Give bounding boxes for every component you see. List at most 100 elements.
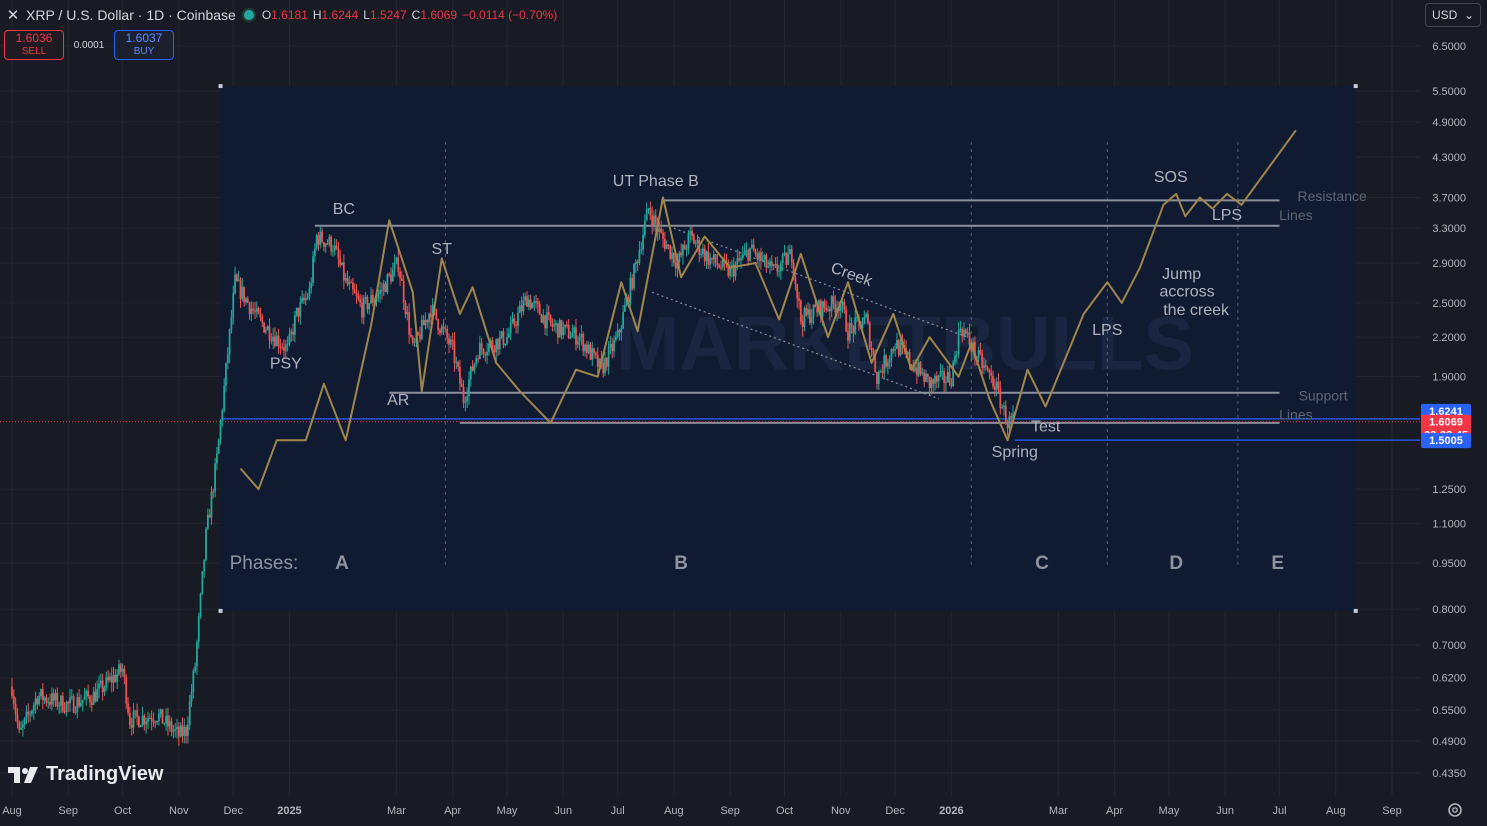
candle-body (703, 248, 706, 262)
overlay-panel (220, 86, 1356, 611)
candle-body (812, 304, 815, 318)
annotation-label: AR (387, 392, 409, 409)
candle-body (38, 696, 41, 705)
candle-body (805, 308, 808, 315)
candle-body (199, 593, 202, 617)
candle-body (449, 339, 452, 345)
currency-select[interactable]: USD ⌄ (1425, 3, 1481, 27)
price-tick-label: 3.7000 (1432, 192, 1466, 204)
candle-body (605, 357, 608, 367)
candle-body (881, 371, 884, 374)
buy-button[interactable]: 1.6037 BUY (114, 30, 174, 60)
candle-body (201, 571, 204, 594)
candle-body (792, 262, 795, 277)
candle-body (507, 333, 510, 338)
candle-body (578, 336, 581, 342)
candle-body (192, 671, 195, 693)
candle-body (493, 347, 496, 353)
candle-body (495, 339, 498, 353)
candle-body (344, 278, 347, 281)
candle-body (196, 641, 198, 667)
candle-body (312, 256, 314, 284)
candle-body (1004, 405, 1007, 425)
time-tick-label: 2025 (277, 805, 301, 817)
candle-body (993, 386, 996, 391)
candle-body (618, 330, 621, 333)
price-badge-last-text: 1.6069 (1429, 417, 1463, 429)
price-tick-label: 0.8000 (1432, 604, 1466, 616)
phase-label: B (674, 553, 688, 574)
candle-body (930, 379, 933, 389)
time-tick-label: May (497, 805, 518, 817)
candle-body (333, 245, 336, 251)
candle-body (243, 286, 246, 303)
candle-body (634, 261, 637, 264)
candle-body (591, 348, 594, 360)
candle-body (665, 244, 668, 249)
candle-body (303, 297, 305, 301)
candle-body (323, 242, 325, 247)
candle-body (139, 725, 142, 728)
candle-body (286, 343, 289, 345)
candle-body (774, 263, 777, 266)
candle-body (391, 269, 394, 282)
candle-body (317, 235, 320, 245)
candle-body (879, 371, 882, 373)
candle-body (74, 711, 77, 713)
candle-body (616, 330, 619, 338)
candle-body (595, 352, 597, 355)
brand-logo[interactable]: TradingView (8, 763, 163, 786)
annotation-label: LPS (1092, 322, 1122, 339)
candle-body (544, 315, 547, 329)
candle-body (870, 347, 873, 351)
candle-body (750, 244, 753, 248)
candle-body (89, 696, 91, 703)
sell-button[interactable]: 1.6036 SELL (4, 30, 64, 60)
candle-body (11, 686, 13, 697)
candle-body (266, 326, 269, 330)
candle-body (241, 286, 244, 299)
candle-body (284, 344, 287, 351)
watermark-text: MARKETBULLS (616, 302, 1194, 387)
symbol-title[interactable]: XRP / U.S. Dollar · 1D · Coinbase (26, 7, 236, 23)
candle-body (986, 367, 989, 370)
candle-body (767, 266, 770, 268)
candle-body (741, 254, 744, 259)
candle-body (76, 697, 79, 712)
candle-body (984, 365, 987, 368)
candle-body (49, 702, 51, 705)
candle-body (915, 367, 918, 376)
candle-body (921, 372, 924, 374)
overlay-corner (1353, 608, 1358, 613)
candle-body (145, 721, 148, 725)
price-tick-label: 1.9000 (1432, 372, 1466, 384)
candle-body (308, 288, 311, 298)
candle-body (778, 271, 780, 273)
candle-body (335, 245, 338, 249)
candle-body (357, 295, 360, 300)
candle-body (758, 252, 761, 259)
annotation-label: Jump (1162, 266, 1201, 283)
candle-body (310, 283, 313, 289)
candle-body (614, 337, 617, 341)
time-tick-label: Jul (1273, 805, 1287, 817)
close-icon[interactable]: ✕ (6, 7, 20, 24)
gear-icon[interactable] (1446, 801, 1464, 819)
candle-body (399, 271, 401, 279)
candle-body (727, 263, 730, 276)
candle-body (58, 705, 61, 707)
schematic-overlay: MARKETBULLS (218, 84, 1358, 613)
phase-label: C (1035, 553, 1049, 574)
candle-body (845, 309, 848, 332)
candle-body (460, 383, 463, 388)
candle-body (480, 343, 483, 350)
candle-body (469, 366, 472, 380)
overlay-corner (218, 84, 223, 89)
candle-body (613, 340, 615, 352)
candle-body (627, 296, 630, 304)
candle-body (156, 721, 158, 723)
candle-body (584, 344, 586, 352)
candle-body (212, 491, 215, 493)
candle-body (772, 265, 775, 267)
